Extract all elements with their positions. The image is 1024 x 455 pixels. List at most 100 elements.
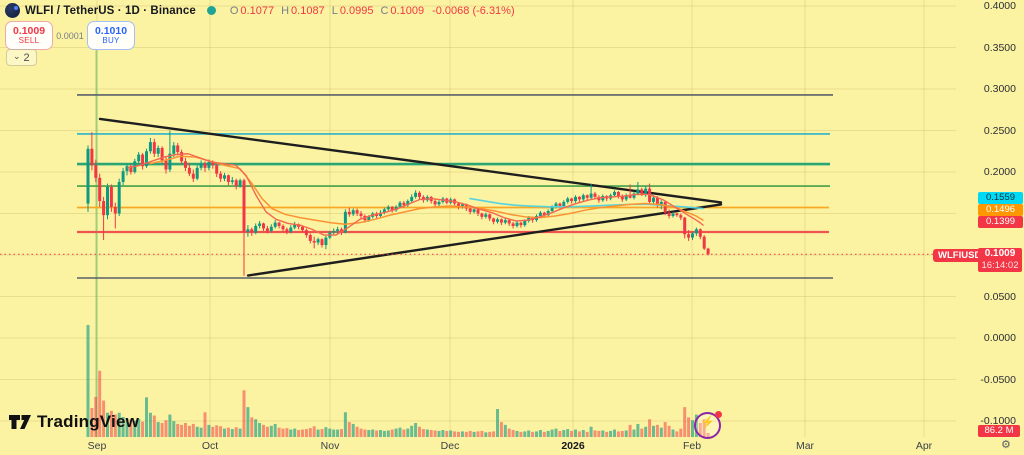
tradingview-logo-icon (9, 415, 31, 429)
price-axis[interactable]: 0.4000 0.3500 0.3000 0.2500 0.2000 0.0500 0.00… (958, 0, 1024, 437)
trendline[interactable] (246, 203, 723, 277)
lightning-badge[interactable]: ⚡ (694, 411, 722, 439)
candle-body (636, 189, 640, 194)
candle-body (585, 195, 589, 198)
candle-body (574, 196, 577, 202)
MA-orange-line[interactable] (149, 155, 704, 226)
volume-bar (457, 431, 460, 437)
volume-bar (187, 425, 191, 437)
volume-bar (460, 431, 464, 437)
volume-bar (659, 427, 663, 437)
volume-bar (269, 425, 273, 437)
volume-bar (394, 428, 398, 437)
candle-body (145, 151, 148, 167)
volume-bar (652, 425, 655, 437)
volume-bar (199, 427, 203, 437)
candle-body (117, 181, 121, 214)
candle-body (507, 220, 511, 224)
candle-body (141, 154, 145, 167)
volume-bar (402, 429, 406, 437)
candle-body (386, 206, 390, 210)
candle-body (640, 189, 644, 195)
volume-bar (527, 430, 531, 437)
candle-body (359, 213, 363, 216)
MA-red-line[interactable] (127, 153, 704, 236)
candle-body (581, 195, 585, 200)
gear-icon[interactable]: ⚙ (1001, 439, 1011, 451)
candle-body (659, 201, 663, 205)
candle-body (390, 206, 394, 211)
volume-bar (312, 426, 316, 437)
candle-body (187, 167, 191, 174)
candle-body (644, 188, 648, 195)
candle-body (160, 147, 164, 161)
time-axis[interactable]: ⚙ Sep Oct Nov Dec 2026 Feb Mar Apr (0, 437, 1024, 455)
price-axis-label: 0.0500 (983, 290, 1016, 303)
price-axis-label: 0.3000 (983, 83, 1016, 95)
market-status-icon[interactable] (206, 6, 216, 15)
sell-button[interactable]: 0.1009 SELL (5, 21, 53, 50)
volume-bar (418, 426, 421, 437)
volume-bar (273, 423, 277, 437)
volume-bar (499, 422, 503, 437)
volume-bar (238, 428, 242, 437)
candle-body (519, 222, 523, 226)
candle-body (129, 166, 133, 172)
trendline[interactable] (98, 117, 723, 204)
volume-bar (343, 412, 347, 437)
volume-bar (265, 426, 269, 437)
candle-body (542, 212, 546, 216)
volume-bar (382, 430, 386, 437)
volume-bar (117, 412, 121, 437)
candle-body (102, 201, 106, 216)
candle-body (655, 197, 659, 205)
volume-bar (211, 426, 215, 437)
volume-bar (215, 425, 219, 437)
volume-bar (226, 427, 230, 437)
MA-cyan-line[interactable] (469, 197, 704, 210)
candle-body (215, 165, 219, 174)
price-axis-label: -0.1000 (980, 415, 1016, 427)
candle-body (460, 204, 464, 207)
volume-bar (195, 426, 199, 437)
volume-bar (593, 430, 597, 437)
volume-bar (90, 408, 94, 437)
countdown-timer: 16:14:02 (981, 260, 1019, 271)
candle-body (351, 210, 355, 215)
volume-bar (219, 426, 223, 437)
candle-body (379, 212, 382, 216)
symbol-title[interactable]: WLFI / TetherUS · 1D · Binance (25, 4, 196, 17)
candle-body (679, 215, 683, 218)
volume-bar (180, 424, 184, 437)
volume-bar (496, 409, 499, 437)
volume-bar (184, 423, 187, 437)
volume-bar (355, 426, 359, 437)
time-axis-label: Nov (320, 440, 340, 452)
volume-bar (98, 370, 102, 437)
volume-bar (624, 430, 628, 437)
volume-bar (523, 431, 527, 437)
volume-bar (648, 419, 652, 437)
candle-body (262, 223, 265, 229)
volume-bar (585, 431, 589, 437)
candle-body (418, 192, 421, 197)
volume-bar (554, 428, 558, 437)
volume-bar (386, 430, 390, 437)
volume-bar (687, 417, 691, 437)
ohlc-values: O 0.1077 H 0.1087 L 0.0995 C 0.1009 -0.0068 … (229, 4, 515, 17)
candle-body (121, 171, 125, 182)
volume-bar (176, 423, 180, 437)
indicators-collapse-pill[interactable]: ⌄ 2 (6, 49, 37, 66)
volume-bar (152, 415, 156, 437)
time-axis-label: 2026 (561, 440, 585, 452)
buy-button[interactable]: 0.1010 BUY (87, 21, 135, 50)
volume-bar (519, 431, 523, 437)
candle-body (250, 229, 254, 233)
candle-body (546, 211, 550, 216)
candle-body (406, 201, 410, 206)
volume-bar (367, 430, 371, 437)
candle-body (184, 161, 187, 168)
candle-body (199, 163, 203, 168)
